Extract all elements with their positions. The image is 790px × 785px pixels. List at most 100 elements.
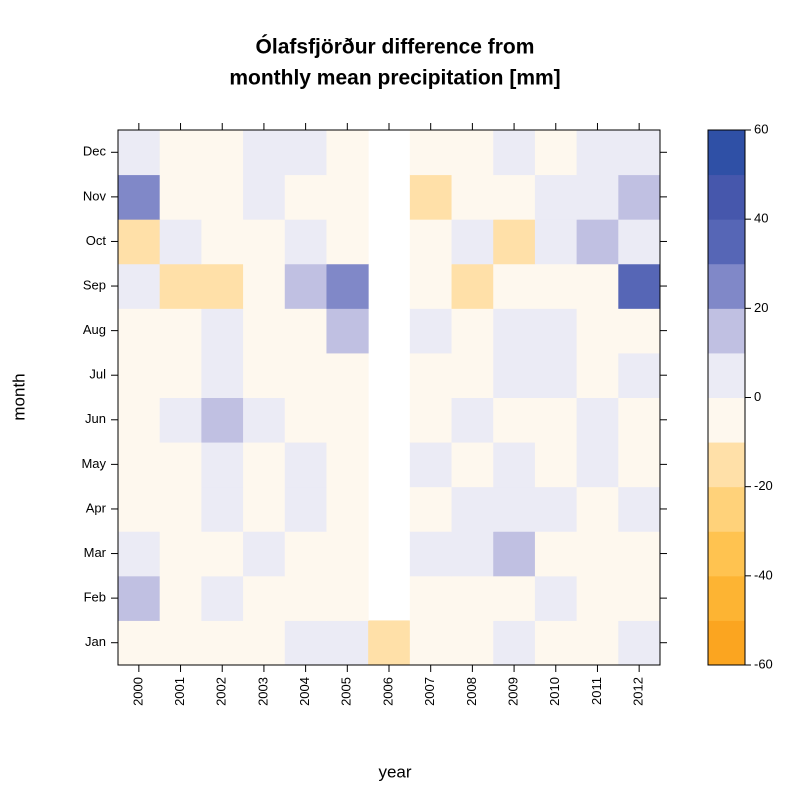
y-tick-label: Oct (86, 233, 107, 248)
colorbar-segment (708, 130, 745, 176)
heat-cell (118, 575, 161, 621)
y-tick-label: Apr (86, 500, 107, 515)
heat-cell (618, 442, 661, 488)
heat-cell (118, 308, 161, 354)
x-tick-label: 2010 (547, 677, 562, 706)
chart-title: Ólafsfjörður difference from (256, 35, 535, 59)
heat-cell (243, 442, 286, 488)
heat-cell (451, 308, 494, 354)
heat-cell (326, 620, 369, 666)
heat-cell (243, 620, 286, 666)
heat-cell (284, 620, 327, 666)
heat-cell (243, 531, 286, 577)
heat-cell (576, 263, 619, 309)
heat-cell (159, 219, 202, 265)
heat-cell (576, 620, 619, 666)
heat-cell (326, 263, 369, 309)
heat-cell (493, 174, 536, 220)
heat-cell (159, 397, 202, 443)
heat-cell (243, 352, 286, 398)
heat-cell (618, 219, 661, 265)
heat-cell (243, 575, 286, 621)
heat-cell (618, 486, 661, 532)
colorbar-segment (708, 531, 745, 577)
colorbar-segment (708, 174, 745, 220)
heat-cell (118, 397, 161, 443)
heat-cell (243, 174, 286, 220)
x-tick-label: 2004 (297, 677, 312, 706)
heat-cell (534, 442, 578, 488)
heat-cell (576, 352, 619, 398)
heat-cell (118, 174, 161, 220)
heat-cell (409, 308, 453, 354)
heat-cell (409, 486, 453, 532)
heat-cell (118, 486, 161, 532)
colorbar-segment (708, 442, 745, 488)
x-tick-label: 2005 (339, 677, 354, 706)
heat-cell (284, 531, 327, 577)
heat-cell (618, 575, 661, 621)
x-tick-label: 2000 (130, 677, 145, 706)
heat-cell (618, 397, 661, 443)
heat-cell (201, 219, 244, 265)
heat-cell (243, 130, 286, 176)
heat-cell (534, 575, 578, 621)
heat-cell (576, 575, 619, 621)
heat-cell (159, 531, 202, 577)
heat-cell (534, 531, 578, 577)
heat-cell (284, 174, 327, 220)
heat-cell (576, 531, 619, 577)
y-tick-label: Jan (85, 634, 106, 649)
colorbar-segment (708, 263, 745, 309)
heat-cell (451, 620, 494, 666)
heat-cell (618, 308, 661, 354)
heat-cell (451, 397, 494, 443)
heat-cell (159, 486, 202, 532)
heat-cell (493, 620, 536, 666)
y-tick-label: Jul (89, 367, 106, 382)
heat-cell (409, 174, 453, 220)
heat-cell (493, 352, 536, 398)
colorbar-tick-label: 0 (754, 389, 761, 404)
heat-cell (243, 397, 286, 443)
heat-cell (201, 486, 244, 532)
heat-cell (493, 486, 536, 532)
heat-cell (118, 263, 161, 309)
heat-cell (326, 486, 369, 532)
colorbar-tick-label: -40 (754, 567, 773, 582)
heat-cell (576, 397, 619, 443)
heat-cell (118, 531, 161, 577)
heat-cell (576, 130, 619, 176)
heat-cell (326, 174, 369, 220)
heat-cell (493, 397, 536, 443)
heat-cell (534, 174, 578, 220)
x-tick-label: 2012 (631, 677, 646, 706)
heat-cell (326, 397, 369, 443)
y-axis-label: month (9, 373, 28, 420)
heat-cell (159, 575, 202, 621)
heat-cell (243, 486, 286, 532)
heat-cell (409, 130, 453, 176)
heat-cell (618, 263, 661, 309)
heat-cell (159, 174, 202, 220)
heat-cell (576, 486, 619, 532)
heat-cell (493, 442, 536, 488)
heat-cell (409, 352, 453, 398)
x-tick-label: 2002 (214, 677, 229, 706)
colorbar-tick-label: -20 (754, 478, 773, 493)
heat-cell (326, 352, 369, 398)
heat-cell (618, 620, 661, 666)
heat-cell (534, 486, 578, 532)
heat-cell (159, 620, 202, 666)
heat-cell (493, 531, 536, 577)
colorbar-tick-label: -60 (754, 656, 773, 671)
x-tick-label: 2006 (380, 677, 395, 706)
heat-cell (451, 219, 494, 265)
heat-cell (576, 308, 619, 354)
heat-cell (534, 308, 578, 354)
heat-cell (201, 531, 244, 577)
heat-cell (159, 263, 202, 309)
heat-cell (201, 620, 244, 666)
heat-cell (326, 130, 369, 176)
